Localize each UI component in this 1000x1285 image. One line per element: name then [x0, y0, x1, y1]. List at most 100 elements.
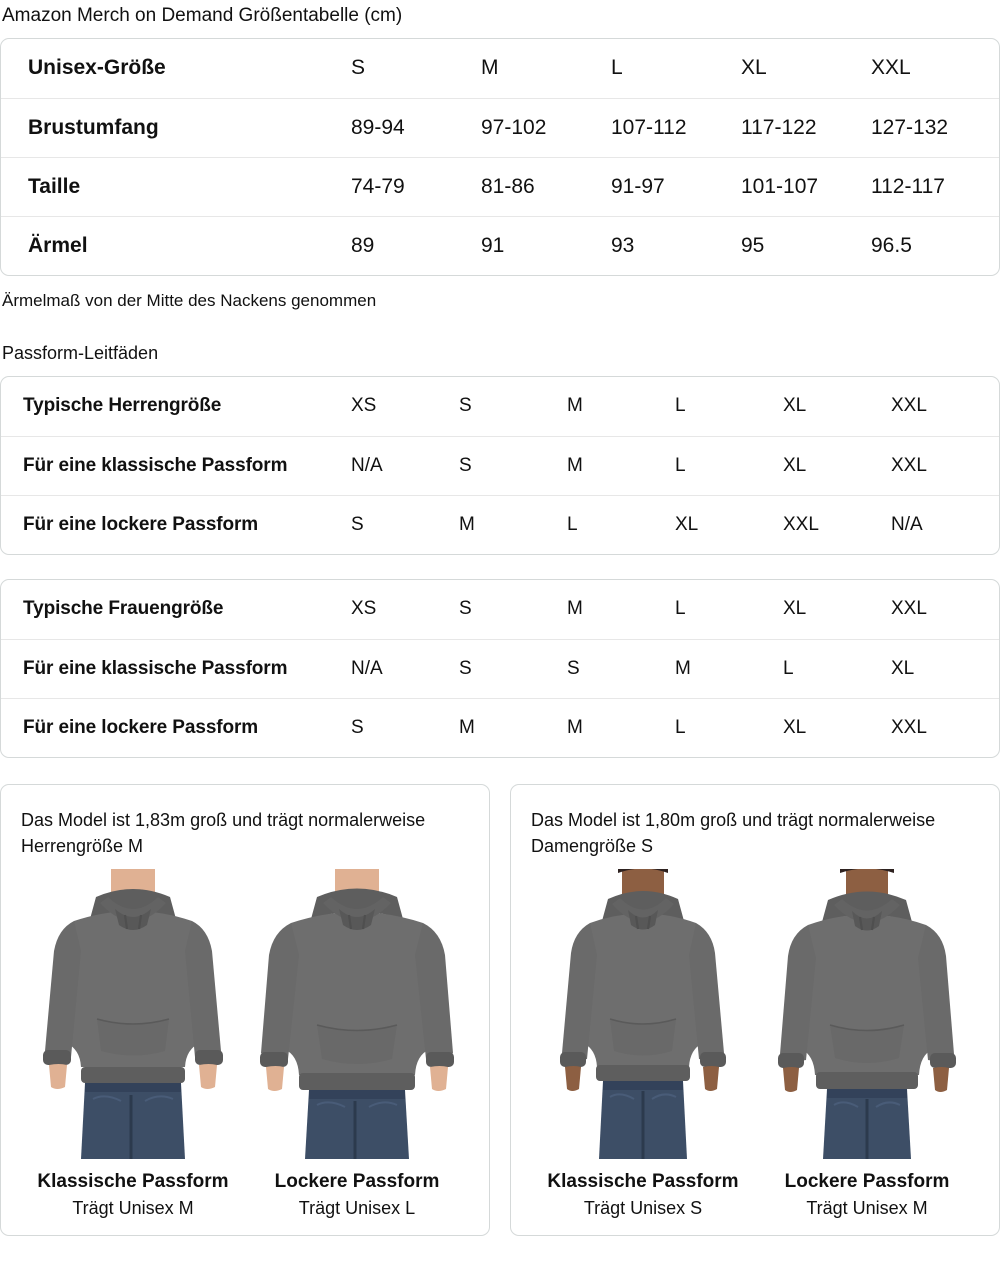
size-table: Unisex-Größe S M L XL XXL Brustumfang 89…: [1, 39, 999, 275]
table-row: Brustumfang 89-94 97-102 107-112 117-122…: [1, 97, 999, 157]
row-label: Für eine lockere Passform: [1, 697, 351, 757]
caption: Klassische Passform Trägt Unisex S: [531, 1169, 755, 1221]
row-label: Für eine klassische Passform: [1, 638, 351, 698]
cell: XXL: [891, 697, 999, 757]
model-blurb: Das Model ist 1,80m groß und trägt norma…: [531, 810, 936, 856]
cell: 96.5: [871, 215, 999, 275]
table-row: Für eine lockere Passform S M M L XL XXL: [1, 697, 999, 757]
cell: 95: [741, 215, 871, 275]
row-label: Für eine klassische Passform: [1, 435, 351, 495]
cell: L: [675, 598, 686, 620]
cell: S: [351, 494, 459, 554]
caption-title: Klassische Passform: [37, 1171, 229, 1192]
table-row: Ärmel 89 91 93 95 96.5: [1, 215, 999, 275]
caption-title: Klassische Passform: [547, 1171, 739, 1192]
table-row: Typische Herrengröße XS S M L XL XXL: [1, 377, 999, 436]
caption: Klassische Passform Trägt Unisex M: [21, 1169, 245, 1221]
cell: M: [567, 598, 583, 620]
cell: XL: [783, 435, 891, 495]
model-figures: [531, 869, 979, 1159]
cell: M: [459, 697, 567, 757]
cell: XL: [891, 638, 999, 698]
cell: L: [611, 56, 623, 80]
male-model-card: Das Model ist 1,83m groß und trägt norma…: [0, 784, 490, 1236]
row-label: Typische Herrengröße: [23, 395, 222, 417]
row-label: Typische Frauengröße: [23, 598, 224, 620]
male-loose-fit-photo: [257, 869, 457, 1159]
cell: S: [351, 56, 366, 80]
row-label: Brustumfang: [1, 97, 351, 157]
table-row: Für eine klassische Passform N/A S M L X…: [1, 435, 999, 495]
female-classic-fit-photo: [548, 869, 738, 1159]
cell: M: [567, 697, 675, 757]
cell: S: [459, 638, 567, 698]
model-captions: Klassische Passform Trägt Unisex S Locke…: [531, 1169, 979, 1221]
caption-sub: Trägt Unisex M: [72, 1198, 194, 1218]
cell: 127-132: [871, 97, 999, 157]
model-figures: [21, 869, 469, 1159]
cell: XXL: [891, 435, 999, 495]
table-row: Taille 74-79 81-86 91-97 101-107 112-117: [1, 156, 999, 216]
cell: XXL: [891, 598, 927, 620]
row-label: Unisex-Größe: [28, 56, 166, 80]
cell: 107-112: [611, 97, 741, 157]
mens-fit-guide-table: Typische Herrengröße XS S M L XL XXL Für…: [1, 377, 999, 554]
cell: XL: [783, 598, 807, 620]
cell: 89: [351, 215, 481, 275]
sleeve-measurement-note: Ärmelmaß von der Mitte des Nackens genom…: [2, 291, 377, 310]
cell: L: [675, 435, 783, 495]
cell: M: [567, 435, 675, 495]
cell: 91: [481, 215, 611, 275]
cell: 91-97: [611, 156, 741, 216]
cell: XS: [351, 598, 377, 620]
cell: XL: [741, 56, 767, 80]
womens-fit-guide-table: Typische Frauengröße XS S M L XL XXL Für…: [1, 580, 999, 757]
caption-sub: Trägt Unisex M: [806, 1198, 928, 1218]
cell: N/A: [351, 638, 459, 698]
fig-wrap: [25, 869, 240, 1159]
cell: L: [675, 697, 783, 757]
cell: L: [567, 494, 675, 554]
female-loose-fit-photo: [772, 869, 962, 1159]
cell: M: [481, 56, 499, 80]
cell: XL: [783, 395, 807, 417]
fig-wrap: [535, 869, 750, 1159]
cell: M: [459, 494, 567, 554]
cell: 112-117: [871, 156, 999, 216]
row-label: Taille: [1, 156, 351, 216]
cell: XXL: [783, 494, 891, 554]
cell: N/A: [891, 494, 999, 554]
cell: 97-102: [481, 97, 611, 157]
cell: L: [675, 395, 686, 417]
cell: S: [567, 638, 675, 698]
size-chart-page: Amazon Merch on Demand Größentabelle (cm…: [0, 5, 1000, 1236]
row-label: Ärmel: [1, 215, 351, 275]
fit-guides-heading: Passform-Leitfäden: [2, 343, 159, 363]
caption: Lockere Passform Trägt Unisex M: [755, 1169, 979, 1221]
cell: 93: [611, 215, 741, 275]
cell: 101-107: [741, 156, 871, 216]
cell: S: [459, 395, 472, 417]
cell: XXL: [891, 395, 927, 417]
page-title: Amazon Merch on Demand Größentabelle (cm…: [2, 5, 403, 26]
cell: S: [459, 598, 472, 620]
cell: XL: [783, 697, 891, 757]
caption-sub: Trägt Unisex L: [298, 1198, 416, 1218]
fig-wrap: [249, 869, 464, 1159]
size-table-card: Unisex-Größe S M L XL XXL Brustumfang 89…: [0, 38, 1000, 276]
caption-sub: Trägt Unisex S: [583, 1198, 703, 1218]
cell: 117-122: [741, 97, 871, 157]
cell: 81-86: [481, 156, 611, 216]
model-captions: Klassische Passform Trägt Unisex M Locke…: [21, 1169, 469, 1221]
table-row: Typische Frauengröße XS S M L XL XXL: [1, 580, 999, 639]
cell: XS: [351, 395, 377, 417]
cell: S: [459, 435, 567, 495]
model-blurb: Das Model ist 1,83m groß und trägt norma…: [21, 810, 426, 856]
caption: Lockere Passform Trägt Unisex L: [245, 1169, 469, 1221]
cell: N/A: [351, 435, 459, 495]
row-label: Für eine lockere Passform: [1, 494, 351, 554]
cell: 89-94: [351, 97, 481, 157]
cell: M: [675, 638, 783, 698]
cell: L: [783, 638, 891, 698]
cell: XXL: [871, 56, 911, 80]
